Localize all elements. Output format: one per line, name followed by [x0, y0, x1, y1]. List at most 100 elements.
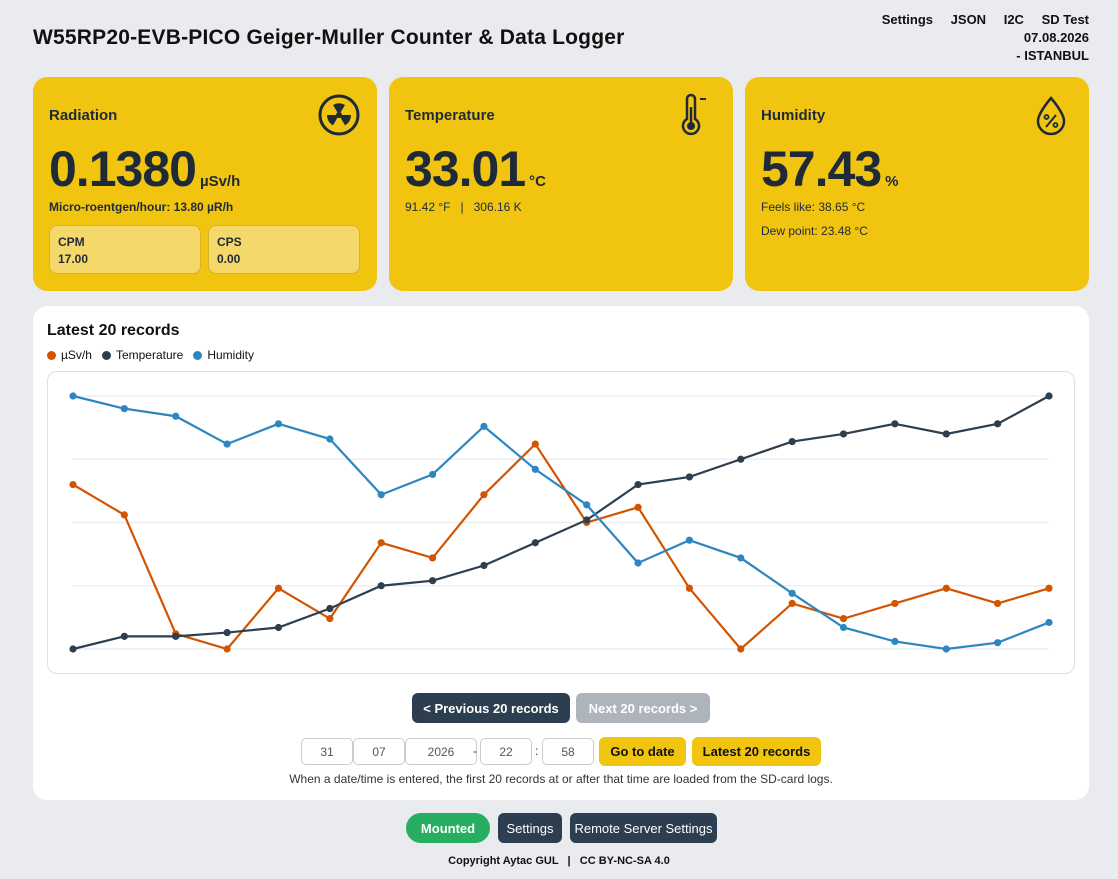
data-point-temperature[interactable] [994, 420, 1002, 428]
humidity-title: Humidity [761, 107, 826, 124]
data-point-usvh[interactable] [994, 599, 1002, 608]
data-point-usvh[interactable] [531, 440, 539, 448]
chart-legend: µSv/h Temperature Humidity [47, 348, 264, 362]
month-input[interactable] [353, 738, 405, 765]
data-point-temperature[interactable] [69, 645, 77, 653]
data-point-temperature[interactable] [1045, 392, 1053, 400]
series-line-usvh [72, 442, 1050, 651]
date-time-separator: - [473, 744, 477, 758]
nav-settings-link[interactable]: Settings [881, 12, 934, 27]
data-point-humidity[interactable] [634, 559, 642, 567]
data-point-usvh[interactable] [223, 645, 231, 653]
series-line-humidity [72, 394, 1050, 651]
data-point-humidity[interactable] [274, 420, 283, 428]
date-hint-text: When a date/time is entered, the first 2… [289, 772, 833, 786]
data-point-humidity[interactable] [994, 639, 1002, 647]
data-point-humidity[interactable] [891, 637, 899, 646]
humidity-card: Humidity 57.43% Feels like: 38.65 °C Dew… [745, 77, 1089, 291]
next-records-button[interactable]: Next 20 records > [576, 693, 710, 723]
data-point-usvh[interactable] [942, 584, 950, 592]
data-point-usvh[interactable] [685, 584, 694, 592]
data-point-temperature[interactable] [891, 420, 899, 428]
legend-item-humidity[interactable]: Humidity [193, 348, 254, 362]
latest-records-button[interactable]: Latest 20 records [692, 737, 821, 766]
legend-label-temperature: Temperature [115, 348, 184, 362]
radiation-title: Radiation [49, 107, 118, 124]
header-right: Settings JSON I2C SD Test 07.08.2026 - I… [882, 11, 1089, 65]
data-point-usvh[interactable] [69, 480, 77, 489]
year-input[interactable] [405, 738, 477, 765]
data-point-temperature[interactable] [788, 437, 796, 446]
data-point-usvh[interactable] [326, 615, 334, 623]
data-point-humidity[interactable] [223, 440, 231, 448]
data-point-usvh[interactable] [737, 645, 745, 653]
feels-like-text: Feels like: 38.65 °C [761, 200, 866, 214]
data-point-humidity[interactable] [1045, 618, 1053, 627]
data-point-usvh[interactable] [480, 491, 488, 499]
data-point-temperature[interactable] [172, 632, 180, 640]
data-point-temperature[interactable] [634, 480, 642, 489]
data-point-usvh[interactable] [634, 503, 642, 511]
legend-item-usvh[interactable]: µSv/h [47, 348, 92, 362]
data-point-humidity[interactable] [377, 491, 385, 499]
data-point-temperature[interactable] [428, 577, 437, 585]
series-line-temperature [72, 395, 1050, 651]
data-point-temperature[interactable] [326, 604, 334, 613]
legend-item-temperature[interactable]: Temperature [101, 348, 184, 362]
radiation-value: 0.1380 [49, 141, 197, 197]
data-point-temperature[interactable] [274, 623, 283, 632]
data-point-humidity[interactable] [69, 392, 77, 400]
data-point-humidity[interactable] [839, 623, 848, 632]
data-point-temperature[interactable] [480, 561, 488, 570]
nav-i2c-link[interactable]: I2C [1003, 12, 1024, 27]
data-point-usvh[interactable] [1045, 584, 1053, 592]
data-point-humidity[interactable] [788, 589, 796, 597]
time-separator: : [535, 744, 539, 758]
chart-area [47, 371, 1075, 674]
cpm-label: CPM [58, 235, 85, 249]
data-point-temperature[interactable] [839, 430, 848, 438]
data-point-temperature[interactable] [223, 628, 231, 637]
sd-mounted-status-button[interactable]: Mounted [406, 813, 490, 843]
data-point-humidity[interactable] [583, 501, 591, 509]
go-to-date-button[interactable]: Go to date [599, 737, 686, 766]
data-point-humidity[interactable] [685, 536, 694, 544]
data-point-humidity[interactable] [428, 470, 437, 479]
remote-server-settings-button[interactable]: Remote Server Settings [570, 813, 717, 843]
data-point-usvh[interactable] [274, 584, 283, 592]
data-point-humidity[interactable] [120, 405, 128, 413]
radiation-value-row: 0.1380 µSv/h [49, 141, 240, 210]
settings-button[interactable]: Settings [498, 813, 562, 843]
day-input[interactable] [301, 738, 353, 765]
nav-json-link[interactable]: JSON [950, 12, 987, 27]
data-point-humidity[interactable] [942, 645, 950, 653]
data-point-usvh[interactable] [120, 511, 128, 519]
data-point-temperature[interactable] [120, 632, 128, 640]
temperature-value: 33.01 [405, 141, 526, 197]
data-point-humidity[interactable] [737, 554, 745, 562]
data-point-humidity[interactable] [172, 412, 180, 420]
radiation-card: Radiation 0.1380 µSv/h Micro-roentgen/hou… [33, 77, 377, 291]
legend-dot-usvh [47, 350, 56, 360]
data-point-temperature[interactable] [737, 455, 745, 463]
data-point-usvh[interactable] [788, 599, 796, 608]
data-point-humidity[interactable] [531, 465, 539, 473]
data-point-humidity[interactable] [480, 422, 488, 430]
dew-point-text: Dew point: 23.48 °C [761, 224, 868, 238]
data-point-temperature[interactable] [685, 473, 694, 481]
data-point-usvh[interactable] [891, 599, 899, 608]
hour-input[interactable] [480, 738, 532, 765]
data-point-temperature[interactable] [942, 430, 950, 438]
data-point-usvh[interactable] [377, 539, 385, 547]
data-point-temperature[interactable] [377, 582, 385, 590]
data-point-temperature[interactable] [531, 539, 539, 547]
minute-input[interactable] [542, 738, 594, 765]
previous-records-button[interactable]: < Previous 20 records [412, 693, 570, 723]
micro-roentgen-text: Micro-roentgen/hour: 13.80 µR/h [49, 200, 234, 214]
nav-sd-test-link[interactable]: SD Test [1041, 12, 1089, 27]
data-point-humidity[interactable] [326, 435, 334, 443]
data-point-usvh[interactable] [839, 615, 848, 623]
data-point-temperature[interactable] [583, 516, 591, 524]
data-point-usvh[interactable] [428, 554, 437, 562]
temperature-title: Temperature [405, 107, 495, 124]
